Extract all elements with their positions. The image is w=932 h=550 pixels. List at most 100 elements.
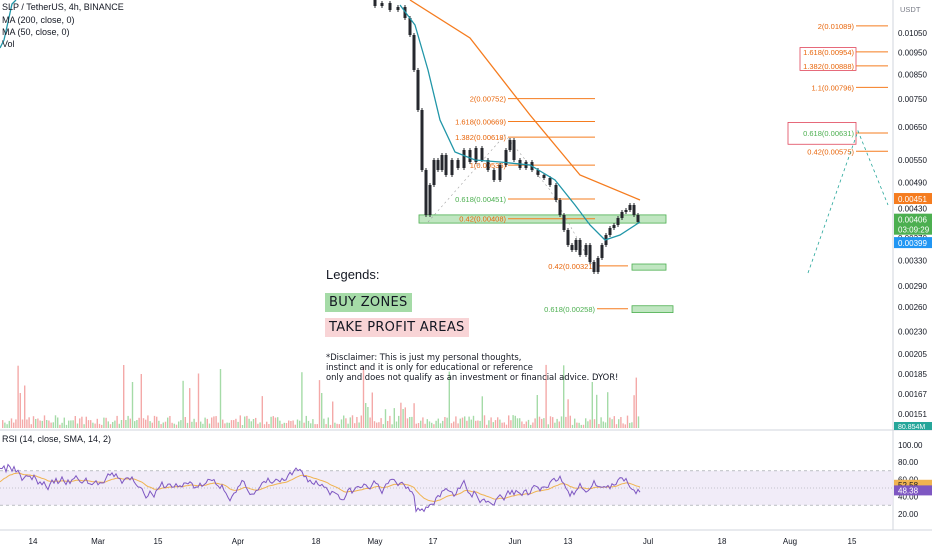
ma50-legend[interactable]: MA (50, close, 0) <box>2 27 70 37</box>
volume-bar <box>494 420 497 428</box>
volume-bar <box>299 420 301 428</box>
rsi-ma-badge <box>894 485 932 496</box>
volume-bar <box>554 422 556 428</box>
volume-bar <box>153 415 156 428</box>
volume-legend[interactable]: Vol <box>2 39 15 49</box>
price-axis-tick: 0.00430 <box>898 204 927 213</box>
volume-bar <box>37 418 39 428</box>
volume-bar <box>186 422 189 428</box>
volume-bar <box>501 422 503 428</box>
rsi-axis-tick: 80.00 <box>898 458 919 467</box>
volume-bar <box>226 422 228 428</box>
volume-bar <box>589 419 591 428</box>
volume-bar <box>607 392 609 428</box>
volume-bar <box>206 418 208 428</box>
volume-bar <box>536 395 538 428</box>
price-axis-tick: 0.00205 <box>898 350 927 359</box>
disclaimer-line-2: instinct and it is only for educational … <box>326 362 533 372</box>
volume-bar <box>15 419 17 428</box>
price-axis-unit: USDT <box>900 5 921 14</box>
volume-bar <box>191 421 193 428</box>
volume-bar <box>400 402 402 428</box>
volume-bar <box>233 420 235 428</box>
volume-bar <box>578 422 580 428</box>
volume-bar <box>600 417 602 428</box>
volume-bar <box>446 417 448 428</box>
volume-bar <box>270 416 272 428</box>
volume-bar <box>87 420 90 428</box>
volume-bar <box>492 422 494 428</box>
volume-bar <box>404 407 406 428</box>
volume-bar <box>611 419 613 428</box>
volume-bar <box>545 364 547 428</box>
volume-bar <box>169 416 171 428</box>
volume-bar <box>393 408 395 428</box>
volume-bar <box>618 419 620 428</box>
volume-bar <box>391 424 393 428</box>
volume-bar <box>279 420 281 428</box>
volume-bar <box>591 382 593 428</box>
candle-body <box>486 160 490 170</box>
volume-bar <box>340 419 343 428</box>
volume-bar <box>437 418 439 428</box>
candle-body <box>596 258 600 272</box>
volume-bar <box>598 424 600 428</box>
fib-level-label: 0.618(0.00631) <box>803 129 854 138</box>
candle-body <box>566 230 570 245</box>
candle-body <box>548 178 552 185</box>
volume-bar <box>162 422 164 428</box>
volume-bar <box>52 422 54 428</box>
rsi-value-label: 52.58 <box>898 481 919 490</box>
volume-bar <box>622 423 624 428</box>
volume-bar <box>457 423 459 428</box>
volume-bar <box>98 423 101 428</box>
volume-bar <box>246 415 248 428</box>
candle-body <box>512 140 516 160</box>
volume-bar <box>147 415 149 428</box>
volume-bar <box>288 420 290 428</box>
volume-bar <box>409 417 411 428</box>
candle-body <box>444 155 448 175</box>
volume-bar <box>230 420 233 428</box>
candle-body <box>624 210 628 212</box>
volume-bar <box>497 417 499 428</box>
volume-bar <box>290 421 292 428</box>
volume-bar <box>70 420 72 428</box>
time-axis-tick: May <box>367 537 382 546</box>
rsi-ma-value-label: 48.38 <box>898 486 919 495</box>
volume-bar <box>184 417 186 428</box>
volume-bar <box>459 418 461 428</box>
legend-title: Legends: <box>326 267 380 282</box>
volume-bar <box>239 415 241 428</box>
volume-bar <box>620 417 622 428</box>
volume-bar <box>338 424 340 428</box>
volume-bar <box>140 374 142 428</box>
volume-bar <box>43 415 46 428</box>
rsi-legend[interactable]: RSI (14, close, SMA, 14, 2) <box>2 434 112 444</box>
volume-bar <box>85 416 87 428</box>
volume-bar <box>109 424 112 428</box>
volume-bar <box>283 422 285 428</box>
volume-bar <box>316 424 318 428</box>
volume-bar <box>314 424 316 428</box>
volume-bar <box>582 424 585 428</box>
fib-level-label: 1.382(0.00888) <box>803 62 854 71</box>
volume-bar <box>101 424 103 428</box>
volume-bar <box>6 424 8 428</box>
volume-bar <box>466 420 468 428</box>
volume-bar <box>411 416 413 428</box>
volume-bar <box>470 419 472 428</box>
ma200-legend[interactable]: MA (200, close, 0) <box>2 15 75 25</box>
time-axis-tick: Jun <box>509 537 522 546</box>
rsi-ma-line <box>0 472 641 503</box>
candle-body <box>578 240 582 255</box>
volume-bar <box>327 417 329 428</box>
volume-bar <box>442 420 444 428</box>
volume-bar <box>76 423 79 428</box>
volume-bar <box>19 393 21 428</box>
volume-bar <box>422 417 424 428</box>
price-badge-label: 03:09:29 <box>898 226 930 235</box>
volume-bar <box>519 418 521 428</box>
volume-bar <box>373 421 376 428</box>
